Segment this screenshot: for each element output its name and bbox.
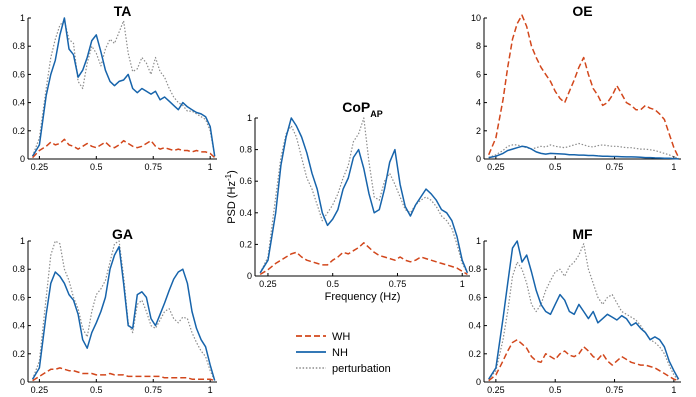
y-tick-label: 0.4 xyxy=(12,98,25,108)
y-tick-label: 0 xyxy=(20,377,25,387)
y-tick-label: 0 xyxy=(476,154,481,164)
y-tick-label: 0.8 xyxy=(468,264,481,274)
panel-title: TA xyxy=(114,3,132,19)
y-tick-label: 0.2 xyxy=(468,349,481,359)
x-tick-label: 0.5 xyxy=(549,162,562,172)
y-tick-label: 0.6 xyxy=(12,69,25,79)
y-tick-label: 0.4 xyxy=(239,208,252,218)
x-tick-label: 0.5 xyxy=(326,279,339,289)
y-tick-label: 0.4 xyxy=(468,321,481,331)
x-tick-label: 0.5 xyxy=(90,162,103,172)
series-line-NH xyxy=(31,17,216,157)
panel-title: MF xyxy=(572,226,593,242)
series-line-NH xyxy=(488,240,680,380)
panel-title-subscript: AP xyxy=(370,109,383,119)
y-tick-label: 0 xyxy=(476,377,481,387)
y-tick-label: 4 xyxy=(476,98,481,108)
x-tick-label: 0.75 xyxy=(144,385,162,395)
y-tick-label: 0.2 xyxy=(239,239,252,249)
y-tick-label: 10 xyxy=(471,13,481,23)
x-tick-label: 1 xyxy=(671,385,676,395)
x-tick-label: 1 xyxy=(208,162,213,172)
x-tick-label: 0.75 xyxy=(606,385,624,395)
series-line-perturbation xyxy=(32,20,216,157)
series-line-perturbation xyxy=(259,117,468,274)
y-tick-label: 1 xyxy=(476,236,481,246)
legend-label-NH: NH xyxy=(332,347,348,359)
legend-label-WH: WH xyxy=(332,331,350,343)
x-axis-label: Frequency (Hz) xyxy=(325,291,401,303)
y-tick-label: 0.2 xyxy=(12,349,25,359)
y-axis-label-superscript: -1 xyxy=(224,173,233,181)
y-tick-label: 8 xyxy=(476,41,481,51)
panel-MF: 0 0.2 0.4 0.6 0.8 1 0.25 0.5 0.75 1 MF xyxy=(468,226,681,395)
panel-OE: 0 2 4 6 8 10 0.25 0.5 0.75 1 OE xyxy=(471,3,681,172)
y-tick-label: 0 xyxy=(20,154,25,164)
x-tick-label: 0.75 xyxy=(606,162,624,172)
series-line-NH xyxy=(488,145,679,160)
panel-CoP: 0 0.2 0.4 0.6 0.8 1 0.25 0.5 0.75 1 CoPAP Frequency… xyxy=(224,99,470,303)
x-tick-label: 1 xyxy=(208,385,213,395)
y-tick-label: 6 xyxy=(476,69,481,79)
y-tick-label: 0.2 xyxy=(12,126,25,136)
series-line-NH xyxy=(31,245,216,381)
y-tick-label: 0.6 xyxy=(468,292,481,302)
y-tick-label: 1 xyxy=(20,236,25,246)
x-tick-label: 0.25 xyxy=(31,162,49,172)
x-tick-label: 1 xyxy=(460,279,465,289)
x-tick-label: 0.75 xyxy=(389,279,407,289)
x-tick-label: 0.25 xyxy=(487,162,505,172)
y-tick-label: 1 xyxy=(247,113,252,123)
x-tick-label: 0.75 xyxy=(144,162,162,172)
panel-GA: 0 0.2 0.4 0.6 0.8 1 0.25 0.5 0.75 1 GA xyxy=(12,226,217,395)
x-tick-label: 0.25 xyxy=(487,385,505,395)
y-tick-label: 0.4 xyxy=(12,321,25,331)
panel-title: GA xyxy=(112,226,133,242)
panel-title: OE xyxy=(572,3,592,19)
x-tick-label: 0.25 xyxy=(259,279,277,289)
y-tick-label: 0.8 xyxy=(239,145,252,155)
y-axis-label: PSD (Hz-1) xyxy=(224,170,239,224)
y-tick-label: 0.6 xyxy=(239,176,252,186)
legend: WH NH perturbation xyxy=(296,331,391,375)
y-tick-label: 0.6 xyxy=(12,292,25,302)
legend-label-perturbation: perturbation xyxy=(332,363,391,375)
y-tick-label: 0.8 xyxy=(12,41,25,51)
x-tick-label: 0.5 xyxy=(90,385,103,395)
series-line-perturbation xyxy=(488,142,679,159)
y-tick-label: 0 xyxy=(247,271,252,281)
series-line-WH xyxy=(488,14,680,158)
x-tick-label: 1 xyxy=(671,162,676,172)
panel-title: CoPAP xyxy=(342,99,383,119)
x-tick-label: 0.25 xyxy=(31,385,49,395)
y-axis-label-end: ) xyxy=(226,170,238,174)
series-line-WH xyxy=(488,338,679,382)
series-line-perturbation xyxy=(32,240,216,381)
y-tick-label: 0.8 xyxy=(12,264,25,274)
series-line-NH xyxy=(259,117,469,274)
panel-TA: 0 0.2 0.4 0.6 0.8 1 0.25 0.5 0.75 1 TA xyxy=(12,3,217,172)
y-tick-label: 2 xyxy=(476,126,481,136)
y-tick-label: 1 xyxy=(20,13,25,23)
series-line-WH xyxy=(32,367,215,382)
series-line-WH xyxy=(259,242,468,276)
x-tick-label: 0.5 xyxy=(549,385,562,395)
series-line-WH xyxy=(32,138,216,159)
